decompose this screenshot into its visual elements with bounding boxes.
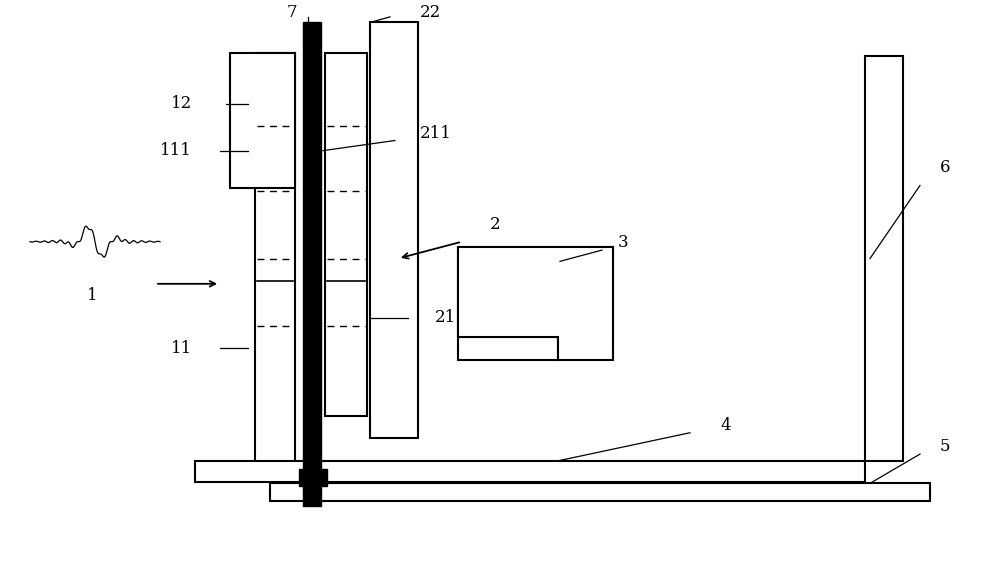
Bar <box>270 483 930 501</box>
Bar <box>195 461 865 482</box>
Text: 7: 7 <box>286 4 297 21</box>
Bar <box>255 53 295 481</box>
Text: 3: 3 <box>618 234 629 251</box>
Bar <box>230 53 295 188</box>
Bar <box>303 22 321 506</box>
Bar <box>370 22 418 438</box>
Bar <box>325 53 367 416</box>
Text: 211: 211 <box>420 125 452 142</box>
Text: 22: 22 <box>420 4 441 21</box>
Polygon shape <box>458 247 613 360</box>
Bar <box>458 247 613 337</box>
Bar <box>299 469 327 486</box>
Text: 2: 2 <box>490 216 501 233</box>
Text: 1: 1 <box>87 287 97 304</box>
Text: 6: 6 <box>940 159 950 176</box>
Bar <box>458 337 558 360</box>
Bar <box>865 56 903 461</box>
Text: 4: 4 <box>720 418 731 434</box>
Text: 5: 5 <box>940 438 950 455</box>
Text: 12: 12 <box>171 96 192 112</box>
Text: 11: 11 <box>171 340 192 357</box>
Text: 111: 111 <box>160 142 192 159</box>
Text: 21: 21 <box>435 309 456 326</box>
